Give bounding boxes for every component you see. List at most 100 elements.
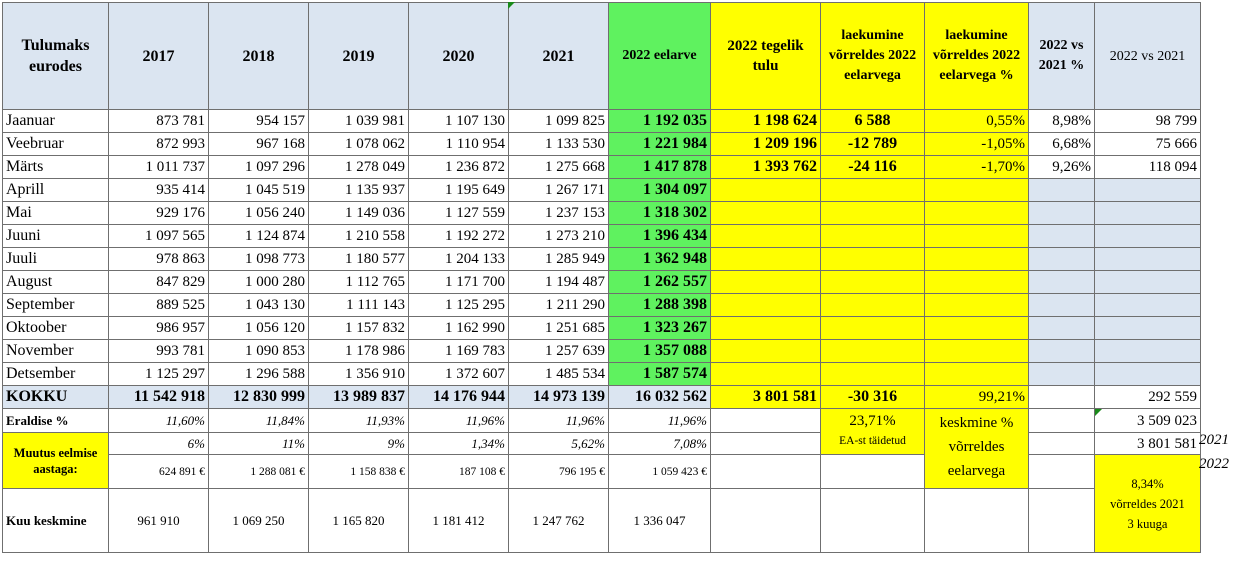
month-y2020-cell: 1 204 133: [408, 247, 509, 271]
eraldise-2018: 11,84%: [208, 408, 309, 433]
month-name-cell: August: [2, 270, 109, 294]
month-y2018-cell: 1 056 120: [208, 316, 309, 340]
muutus-abs-empty-1: [710, 454, 821, 489]
month-y2021-cell: 1 275 668: [508, 155, 609, 179]
month-diff-pct-cell: [924, 316, 1029, 340]
month-budget-cell: 1 396 434: [608, 224, 711, 248]
month-y2021-cell: 1 251 685: [508, 316, 609, 340]
month-y2017-cell: 978 863: [108, 247, 209, 271]
month-vs2021-cell: [1094, 362, 1201, 386]
comparison-note-line2: 3 kuuga: [1127, 516, 1168, 531]
month-y2018-cell: 1 045 519: [208, 178, 309, 202]
kuu-2019: 1 165 820: [308, 488, 409, 553]
eraldise-2020: 11,96%: [408, 408, 509, 433]
eraldise-label: Eraldise %: [2, 408, 109, 433]
month-vs2021-pct-cell: 9,26%: [1028, 155, 1095, 179]
month-y2021-cell: 1 237 153: [508, 201, 609, 225]
header-budget: 2022 eelarve: [608, 2, 711, 110]
kuu-budget: 1 336 047: [608, 488, 711, 553]
month-actual-cell: 1 209 196: [710, 132, 821, 156]
month-vs2021-pct-cell: [1028, 178, 1095, 202]
header-2017: 2017: [108, 2, 209, 110]
month-vs2021-pct-cell: 8,98%: [1028, 109, 1095, 133]
muutus-pct-row: Muutus eelmise aastaga: 6% 11% 9% 1,34% …: [2, 432, 1201, 489]
month-vs2021-pct-cell: [1028, 293, 1095, 317]
month-row: Märts 1 011 737 1 097 296 1 278 049 1 236 87…: [2, 155, 1201, 179]
kuu-2020: 1 181 412: [408, 488, 509, 553]
muutus-abs-row: 624 891 € 1 288 081 € 1 158 838 € 187 10…: [3, 454, 1201, 553]
month-budget-cell: 1 304 097: [608, 178, 711, 202]
month-diff-pct-cell: [924, 247, 1029, 271]
kuu-2021: 1 247 762: [508, 488, 609, 553]
month-vs2021-cell: [1094, 178, 1201, 202]
month-actual-cell: [710, 339, 821, 363]
kuu-empty-2: [820, 488, 925, 553]
year-labels: 2021 2022: [1199, 428, 1229, 476]
month-y2020-cell: 1 372 607: [408, 362, 509, 386]
month-diff-pct-cell: [924, 178, 1029, 202]
month-y2018-cell: 1 098 773: [208, 247, 309, 271]
month-row: Aprill 935 414 1 045 519 1 135 937 1 195 649…: [2, 178, 1201, 202]
month-rows: Jaanuar 873 781 954 157 1 039 981 1 107 130 1…: [2, 109, 1201, 386]
month-y2017-cell: 889 525: [108, 293, 209, 317]
month-y2018-cell: 1 043 130: [208, 293, 309, 317]
month-y2017-cell: 847 829: [108, 270, 209, 294]
month-vs2021-pct-cell: [1028, 270, 1095, 294]
month-budget-cell: 1 357 088: [608, 339, 711, 363]
muutus-abs-2021: 796 195 €: [508, 454, 609, 489]
month-budget-cell: 1 323 267: [608, 316, 711, 340]
total-label: KOKKU: [2, 385, 109, 409]
muutus-abs-budget: 1 059 423 €: [608, 454, 711, 489]
month-y2019-cell: 1 111 143: [308, 293, 409, 317]
month-actual-cell: [710, 270, 821, 294]
month-diff-cell: 6 588: [820, 109, 925, 133]
month-y2019-cell: 1 078 062: [308, 132, 409, 156]
kuu-2018: 1 069 250: [208, 488, 309, 553]
month-diff-cell: [820, 293, 925, 317]
month-y2017-cell: 872 993: [108, 132, 209, 156]
month-name-cell: Mai: [2, 201, 109, 225]
total-2020: 14 176 944: [408, 385, 509, 409]
month-name-cell: November: [2, 339, 109, 363]
month-row: August 847 829 1 000 280 1 112 765 1 171 700…: [2, 270, 1201, 294]
month-row: November 993 781 1 090 853 1 178 986 1 169 7…: [2, 339, 1201, 363]
muutus-pct-2017: 6%: [108, 432, 209, 455]
sum-2021: 3 509 023: [1137, 412, 1197, 429]
month-y2017-cell: 873 781: [108, 109, 209, 133]
total-vs2021: 292 559: [1094, 385, 1201, 409]
sum-2022: 3 801 581: [1094, 432, 1201, 455]
header-vs2021-pct: 2022 vs 2021 %: [1028, 2, 1095, 110]
month-y2019-cell: 1 039 981: [308, 109, 409, 133]
month-diff-pct-cell: [924, 201, 1029, 225]
month-vs2021-cell: [1094, 224, 1201, 248]
month-vs2021-cell: 75 666: [1094, 132, 1201, 156]
income-tax-table: Tulumaks eurodes 2017 2018 2019 2020 202…: [2, 2, 1201, 553]
month-y2020-cell: 1 171 700: [408, 270, 509, 294]
muutus-pct-budget: 7,08%: [608, 432, 711, 455]
month-actual-cell: [710, 362, 821, 386]
header-2021: 2021: [508, 2, 609, 110]
kuu-empty-4: [1028, 488, 1095, 553]
month-diff-cell: [820, 201, 925, 225]
month-diff-cell: -12 789: [820, 132, 925, 156]
header-vs2021: 2022 vs 2021: [1094, 2, 1201, 110]
month-actual-cell: [710, 201, 821, 225]
month-y2020-cell: 1 107 130: [408, 109, 509, 133]
month-y2019-cell: 1 157 832: [308, 316, 409, 340]
eraldise-row: Eraldise % 11,60% 11,84% 11,93% 11,96% 1…: [2, 408, 1201, 489]
muutus-pct-2020: 1,34%: [408, 432, 509, 455]
month-budget-cell: 1 288 398: [608, 293, 711, 317]
fulfilled-box: 23,71% EA-st täidetud: [820, 408, 925, 455]
month-y2020-cell: 1 169 783: [408, 339, 509, 363]
month-y2020-cell: 1 125 295: [408, 293, 509, 317]
month-vs2021-cell: [1094, 339, 1201, 363]
month-y2018-cell: 1 097 296: [208, 155, 309, 179]
month-y2019-cell: 1 210 558: [308, 224, 409, 248]
year-label-2022: 2022: [1199, 456, 1229, 472]
month-vs2021-pct-cell: [1028, 201, 1095, 225]
month-name-cell: Jaanuar: [2, 109, 109, 133]
month-y2018-cell: 1 296 588: [208, 362, 309, 386]
month-y2021-cell: 1 267 171: [508, 178, 609, 202]
header-label: Tulumaks eurodes: [2, 2, 109, 110]
month-y2019-cell: 1 178 986: [308, 339, 409, 363]
